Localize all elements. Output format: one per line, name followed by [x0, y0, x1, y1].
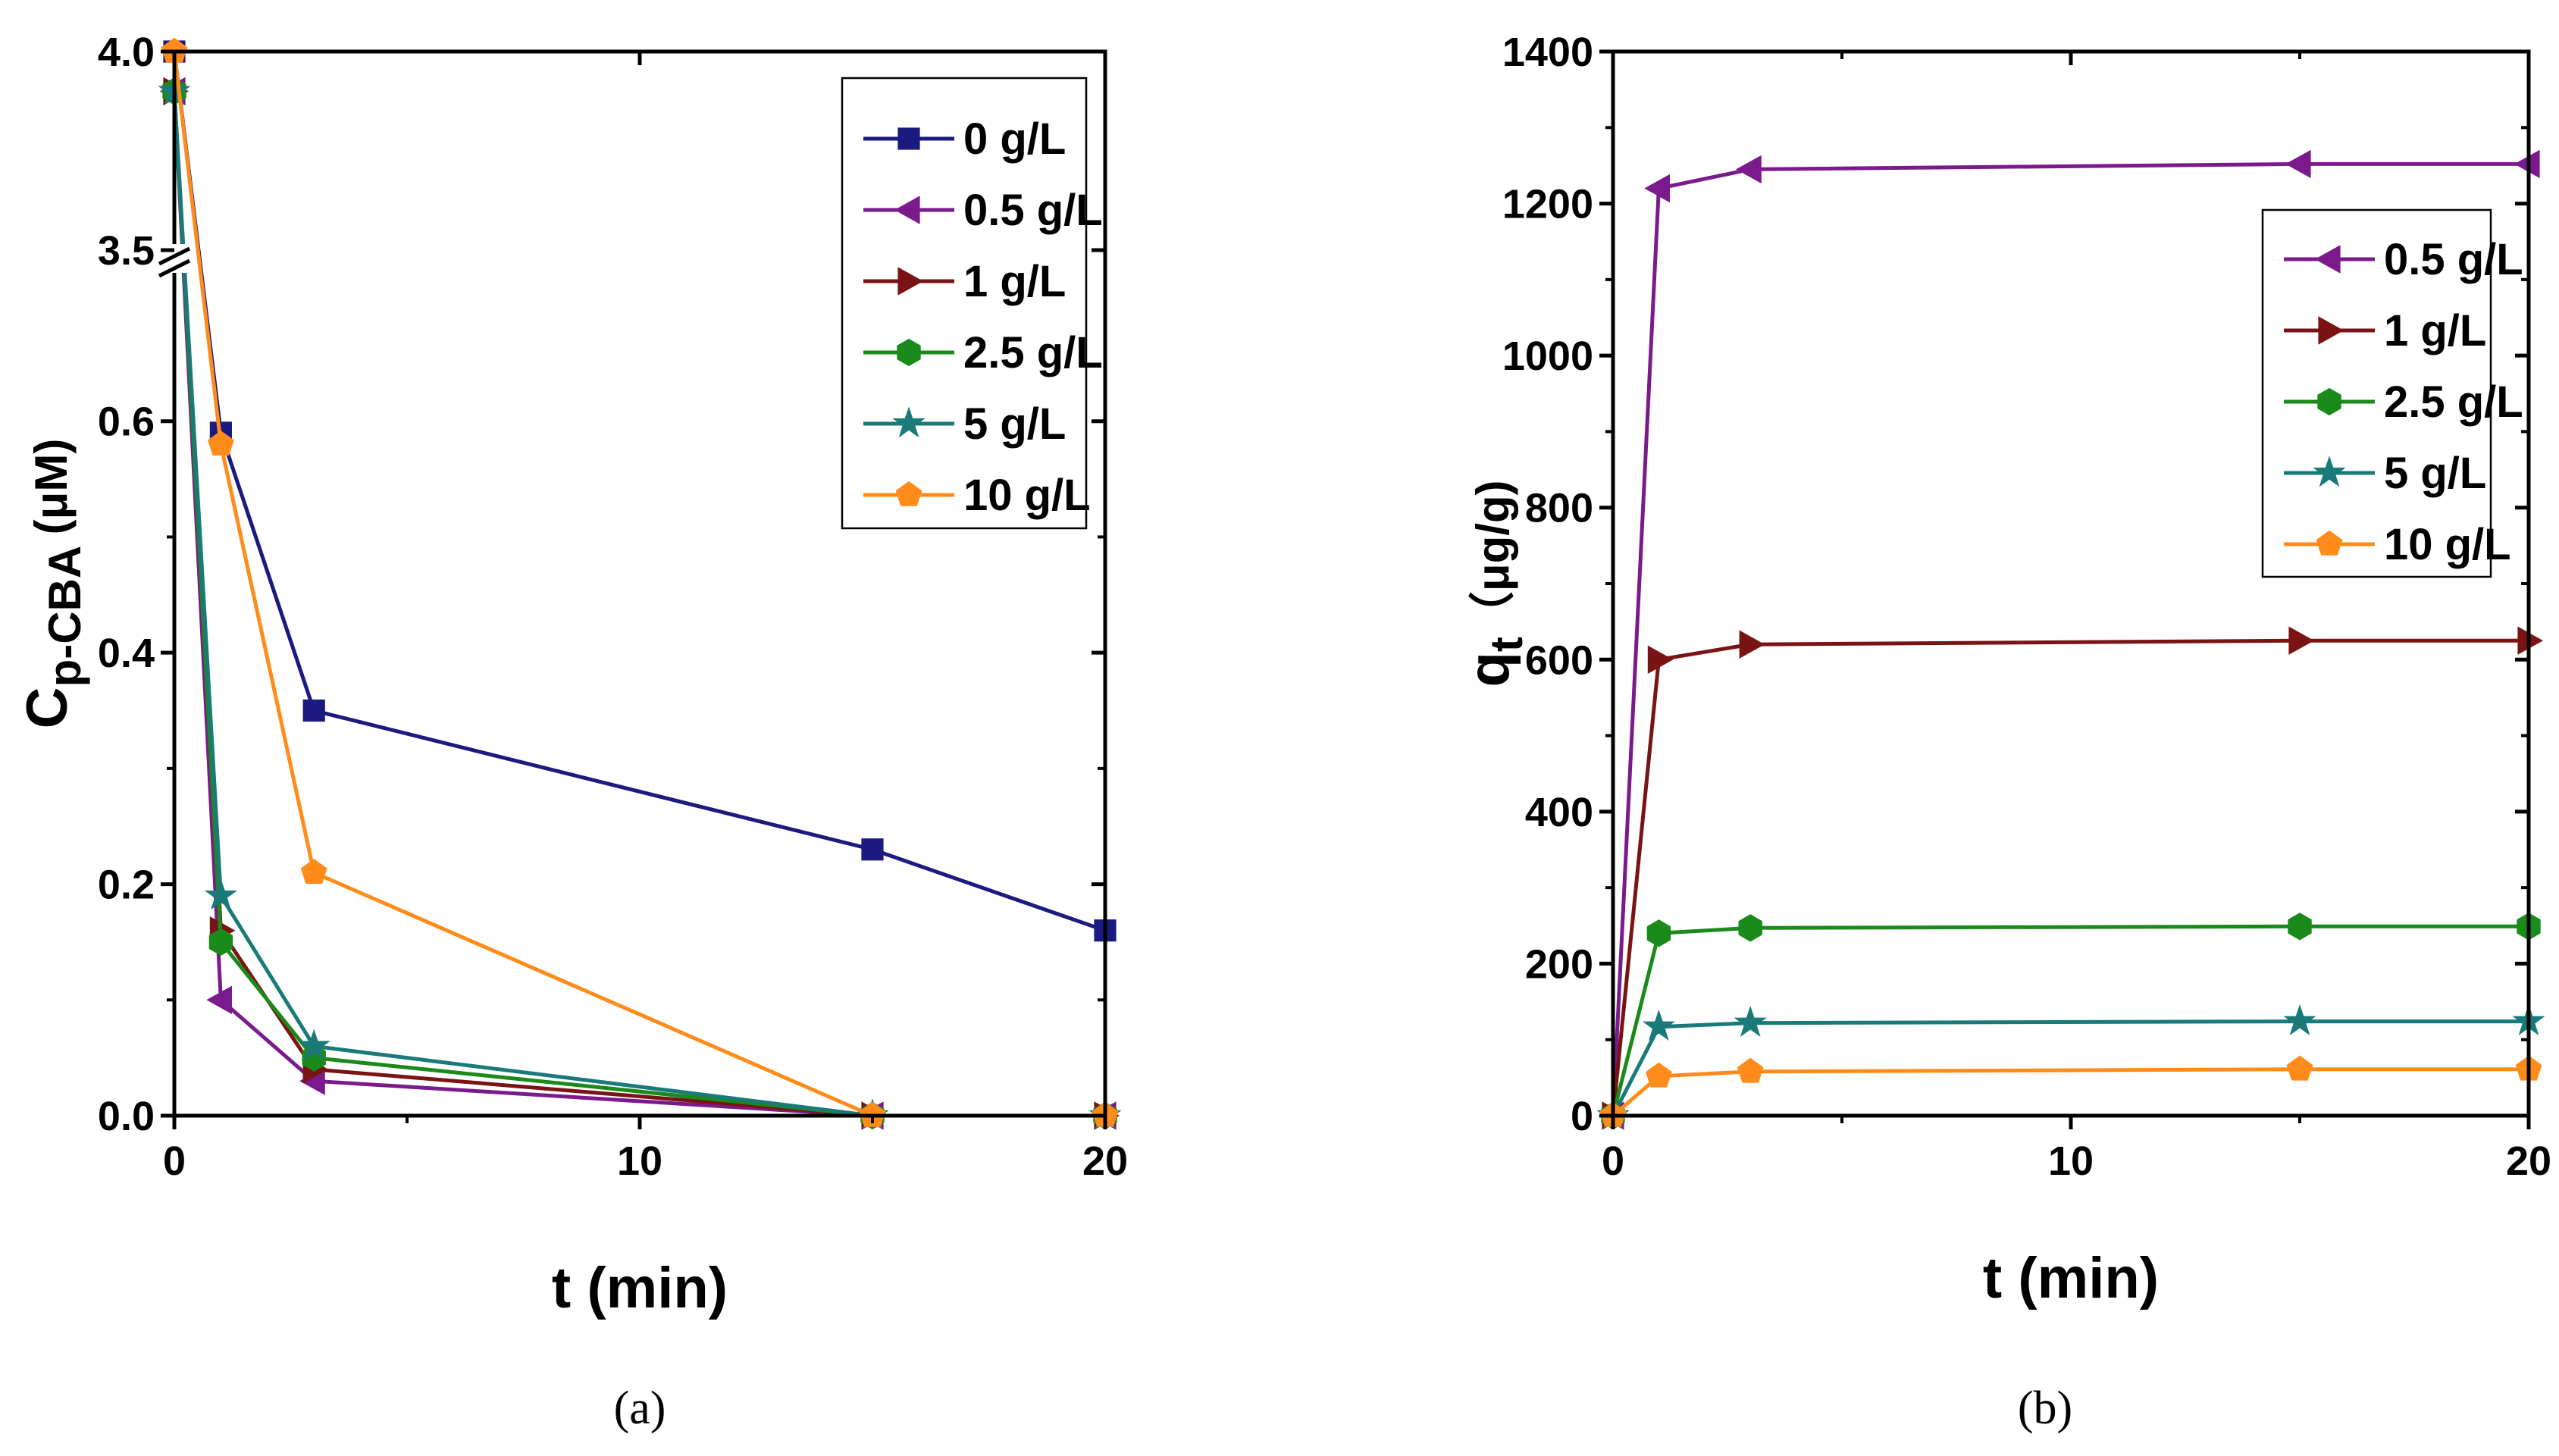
- panel-b-ytick-label-7: 1400: [1502, 30, 1593, 75]
- panel-b-legend-marker-3: [2313, 456, 2346, 487]
- panel-a-legend-marker-3: [897, 338, 921, 367]
- panel-b-point-3-3: [2283, 1004, 2316, 1036]
- panel-b-ytick-label-5: 1000: [1502, 333, 1593, 379]
- panel-a-legend-label-3: 2.5 g/L: [963, 328, 1103, 377]
- panel-b-point-3-1: [1642, 1009, 1675, 1041]
- panel-a-y-axis-title-main: C: [15, 687, 80, 728]
- panel-b-legend-marker-1: [2318, 316, 2344, 345]
- panel-a-y-axis-title-unit: (μM): [26, 439, 77, 547]
- panel-a-legend-marker-0: [897, 127, 920, 150]
- panel-b-ytick-label-2: 400: [1525, 790, 1593, 835]
- panel-a-axis-break-mark-2: [158, 258, 191, 278]
- panel-b-point-3-2: [1734, 1005, 1767, 1038]
- panel-b-point-1-1: [1647, 645, 1674, 674]
- panel-b-xtick-label-2: 20: [2506, 1138, 2551, 1184]
- panel-b-legend-label-4: 10 g/L: [2384, 520, 2511, 569]
- panel-a-x-axis-title: t (min): [552, 1256, 728, 1320]
- panel-b-label: (b): [2018, 1382, 2072, 1434]
- panel-a-legend-label-2: 1 g/L: [963, 257, 1066, 306]
- panel-a-legend-marker-1: [894, 196, 920, 224]
- panel-b-series-line-1: [1611, 638, 2529, 1116]
- panel-b-point-0-1: [1644, 174, 1670, 203]
- panel-a-xtick-label-2: 20: [1082, 1138, 1128, 1184]
- panel-b-ytick-label-4: 800: [1525, 486, 1593, 531]
- panel-a-legend: [841, 77, 1088, 530]
- panel-a-point-1-1: [206, 985, 232, 1014]
- panel-a-legend-label-5: 10 g/L: [963, 471, 1091, 520]
- panel-a-ytick-label-4: 3.5: [98, 228, 155, 274]
- panel-a-point-5-1: [208, 431, 234, 456]
- panel-a-legend-marker-4: [892, 406, 926, 438]
- panel-b-point-1-2: [1739, 630, 1765, 659]
- panel-a-legend-marker-2: [897, 267, 924, 296]
- panel-a-point-5-2: [300, 859, 327, 885]
- panel-b-legend-marker-2: [2317, 387, 2341, 416]
- panel-b-legend-label-2: 2.5 g/L: [2384, 377, 2523, 427]
- panel-a-xtick-label-1: 10: [617, 1138, 662, 1184]
- panel-a-legend-marker-5: [895, 481, 922, 506]
- panel-a-label: (a): [614, 1382, 666, 1434]
- panel-b-y-axis-title: qt（μg/g): [1457, 480, 1532, 687]
- panel-b-point-4-3: [2286, 1055, 2313, 1081]
- panel-a-xtick-label-0: 0: [163, 1138, 186, 1184]
- panel-a-point-0-3: [861, 838, 884, 861]
- panel-a-point-3-1: [208, 928, 233, 957]
- panel-b-ytick-label-6: 1200: [1502, 182, 1593, 227]
- panel-b-point-0-3: [2285, 149, 2311, 179]
- panel-b-ytick-label-3: 600: [1525, 637, 1593, 683]
- panel-b-x-axis-title: t (min): [1983, 1246, 2159, 1310]
- panel-a-ytick-label-0: 0.0: [98, 1094, 155, 1139]
- panel-b-legend-label-1: 1 g/L: [2384, 306, 2486, 355]
- panel-b-y-axis-title-unit: （μg/g): [1467, 480, 1518, 637]
- panel-b-point-2-3: [2288, 913, 2312, 941]
- panel-a-ytick-label-2: 0.4: [98, 631, 155, 676]
- panel-b-legend-marker-4: [2316, 530, 2343, 556]
- panel-b-point-0-2: [1736, 155, 1762, 184]
- panel-a-ytick-label-5: 4.0: [98, 30, 155, 75]
- panel-a-y-axis-title-sub: p-CBA: [39, 546, 90, 687]
- panel-a-legend-label-0: 0 g/L: [963, 114, 1066, 164]
- panel-a-ytick-label-3: 0.6: [98, 399, 155, 445]
- panel-a-legend-label-1: 0.5 g/L: [963, 186, 1103, 235]
- panel-b-xtick-label-0: 0: [1602, 1138, 1624, 1184]
- panel-a-legend-label-4: 5 g/L: [963, 399, 1066, 449]
- panel-b-point-1-3: [2288, 626, 2315, 655]
- panel-b-point-4-1: [1646, 1062, 1672, 1088]
- panel-a-axis-break-mark-1: [158, 246, 191, 266]
- panel-b-ytick-label-0: 0: [1571, 1094, 1593, 1139]
- panel-a-point-0-2: [302, 699, 325, 722]
- panel-a-point-4-1: [204, 878, 237, 910]
- panel-a-y-axis-title: Cp-CBA (μM): [15, 439, 90, 729]
- panel-b-legend-label-3: 5 g/L: [2384, 449, 2486, 498]
- panel-a-point-4-2: [297, 1029, 330, 1060]
- panel-b-point-4-2: [1737, 1057, 1764, 1083]
- panel-b-legend-label-0: 0.5 g/L: [2384, 235, 2523, 284]
- panel-b-point-2-1: [1646, 919, 1671, 947]
- panel-b-legend-marker-0: [2314, 245, 2341, 274]
- panel-b-y-axis-title-main: q: [1457, 652, 1521, 687]
- panel-b-ytick-label-1: 200: [1525, 941, 1593, 987]
- panel-a-ytick-label-1: 0.2: [98, 863, 155, 908]
- panel-b-xtick-label-1: 10: [2048, 1138, 2094, 1184]
- panel-b-chart: 0 200 400 600 800 1000 1200 1400 0 10 20 t (min) qt（…: [1457, 30, 2551, 1434]
- panel-a-chart: 0.0 0.2 0.4 0.6 3.5 4.0 0 10 20 t (min) Cp-CBA (μM…: [15, 30, 1128, 1434]
- panel-b-point-2-2: [1738, 914, 1762, 942]
- panel-b-legend: [2261, 208, 2492, 578]
- panel-b-y-axis-title-sub: t: [1481, 637, 1532, 652]
